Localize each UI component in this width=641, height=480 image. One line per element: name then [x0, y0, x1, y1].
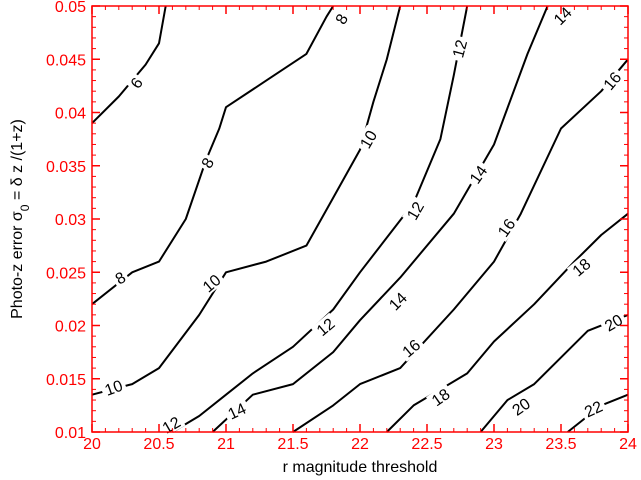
contour-label-group: 8 [110, 267, 131, 289]
contour-label-halo [566, 253, 596, 281]
plot-background [92, 6, 628, 432]
contour-label-halo [401, 196, 428, 225]
y-tick-label: 0.02 [55, 319, 86, 336]
y-tick-label: 0.01 [55, 425, 86, 442]
contour-label-halo [598, 309, 628, 336]
contour-line-10 [91, 5, 402, 396]
contour-label-halo [598, 66, 626, 95]
contour-label-halo [196, 152, 218, 173]
contour-label-10: 10 [357, 128, 381, 152]
contour-line-14 [211, 5, 549, 433]
x-tick-label: 22.5 [411, 436, 442, 453]
x-tick-label: 21 [217, 436, 235, 453]
contour-label-halo [99, 375, 128, 399]
contour-label-group: 8 [196, 152, 218, 173]
contour-label-halo [396, 334, 426, 362]
contour-label-group: 20 [598, 309, 628, 336]
contour-label-group: 6 [125, 72, 147, 94]
x-axis-title: r magnitude threshold [283, 459, 438, 476]
x-tick-label: 23.5 [545, 436, 576, 453]
contour-label-halo [310, 312, 340, 341]
y-tick-label: 0.04 [55, 106, 86, 123]
contour-label-halo [222, 398, 251, 424]
x-tick-label: 24 [619, 436, 637, 453]
contour-lines [91, 5, 629, 433]
contour-label-20: 20 [602, 312, 626, 336]
contour-label-group: 18 [425, 383, 455, 411]
contour-label-group: 14 [222, 398, 251, 424]
contour-label-group: 10 [355, 124, 381, 154]
x-tick-label: 23 [485, 436, 503, 453]
x-tick-label: 20 [83, 436, 101, 453]
contour-label-halo [125, 72, 147, 94]
contour-label-group: 10 [99, 375, 128, 400]
contour-label-22: 22 [582, 398, 605, 421]
contour-label-halo [355, 124, 381, 154]
contour-line-8 [91, 5, 335, 305]
y-tick-label: 0.025 [46, 265, 86, 282]
contour-label-group: 12 [448, 34, 471, 63]
y-tick-label: 0.03 [55, 212, 86, 229]
y-tick-labels: 0.01 0.015 0.02 0.025 0.03 0.035 0.04 0.045 0.05 [46, 0, 86, 442]
y-axis-title-subscript: 0 [18, 204, 32, 211]
contour-line-16 [292, 58, 629, 433]
contour-label-halo [492, 213, 520, 242]
contour-line-12 [171, 5, 469, 433]
y-tick-label: 0.015 [46, 372, 86, 389]
x-tick-label: 22 [351, 436, 369, 453]
contour-label-halo [506, 392, 536, 420]
contour-label-halo [578, 396, 608, 421]
contour-label-halo [383, 286, 412, 316]
y-tick-label: 0.035 [46, 159, 86, 176]
x-tick-label: 21.5 [277, 436, 308, 453]
contour-label-halo [196, 269, 226, 297]
contour-label-halo [110, 267, 131, 289]
contour-label-10: 10 [103, 378, 126, 400]
y-axis-title-main: Photo-z error σ [9, 211, 26, 319]
contour-label-group: 12 [401, 196, 428, 225]
contour-label-halo [425, 383, 455, 411]
x-tick-label: 20.5 [143, 436, 174, 453]
axes [91, 5, 629, 433]
contour-label-halo [156, 411, 186, 438]
contour-line-6 [91, 5, 167, 124]
contour-label-halo [464, 159, 492, 189]
contour-label-group: 22 [578, 396, 608, 421]
x-tick-labels: 20 20.5 21 21.5 22 22.5 23 23.5 24 [83, 436, 637, 453]
y-axis-title: Photo-z error σ0 = δ z /(1+z) [9, 119, 32, 319]
y-tick-label: 0.045 [46, 52, 86, 69]
contour-label-12: 12 [450, 38, 471, 60]
plot-area [92, 6, 628, 432]
contour-label-halo [548, 1, 577, 30]
contour-label-halo [330, 8, 352, 29]
contour-label-12: 12 [404, 199, 428, 223]
contour-label-group: 8 [330, 8, 352, 29]
y-tick-label: 0.05 [55, 0, 86, 16]
contour-line-18 [386, 212, 629, 433]
contour-label-14: 14 [226, 401, 249, 424]
contour-label-halo [448, 34, 471, 63]
contour-line-20 [479, 313, 629, 433]
y-axis-title-rest: = δ z /(1+z) [9, 119, 26, 204]
